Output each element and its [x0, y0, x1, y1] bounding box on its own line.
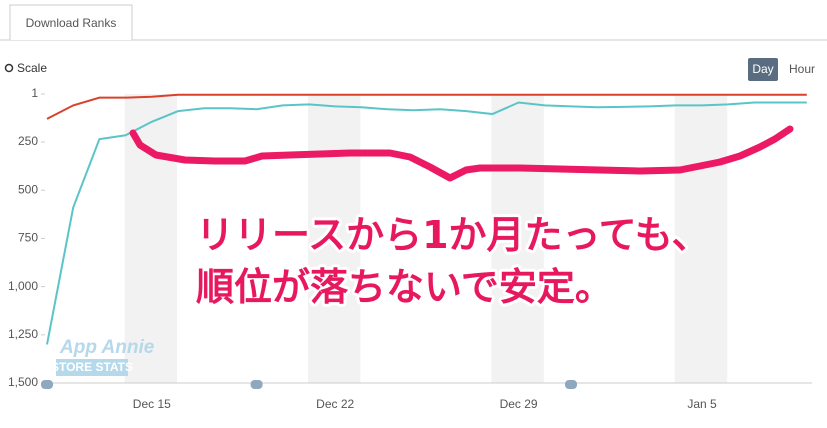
series-line — [46, 101, 807, 345]
y-tick-label: 750 — [18, 231, 38, 245]
tab-label[interactable]: Download Ranks — [26, 16, 117, 30]
weekend-band — [491, 94, 544, 383]
hand-drawn-line — [129, 125, 794, 182]
note-icon — [250, 380, 263, 389]
x-tick-label: Jan 5 — [687, 397, 717, 411]
x-tick-label: Dec 22 — [316, 397, 354, 411]
y-tick-label: 250 — [18, 134, 38, 148]
hour-label[interactable]: Hour — [789, 62, 815, 76]
annotation-line: 順位が落ちないで安定。 — [196, 265, 613, 309]
y-tick-label: 1 — [31, 86, 38, 100]
watermark-box — [56, 359, 128, 376]
y-tick-label: 500 — [18, 182, 38, 196]
note-icon — [565, 380, 577, 389]
annotation-line: リリースから1か月たっても、 — [196, 213, 710, 257]
scale-label[interactable]: Scale — [17, 61, 47, 75]
y-tick-label: 1,500 — [8, 375, 38, 389]
series-line — [46, 93, 807, 120]
zoom-icon — [4, 63, 14, 73]
day-button[interactable] — [748, 58, 778, 81]
weekend-band — [674, 94, 728, 383]
day-label[interactable]: Day — [752, 62, 773, 76]
x-tick-label: Dec 29 — [500, 397, 538, 411]
y-tick-label: 1,000 — [8, 279, 38, 293]
y-tick-label: 1,250 — [8, 327, 38, 341]
tab[interactable] — [9, 4, 133, 40]
note-icon — [41, 380, 53, 389]
x-tick-label: Dec 15 — [133, 397, 171, 411]
watermark-title: App Annie — [59, 337, 155, 358]
watermark-sub: STORE STATS — [51, 360, 133, 374]
weekend-band — [124, 94, 177, 383]
weekend-band — [308, 94, 361, 383]
